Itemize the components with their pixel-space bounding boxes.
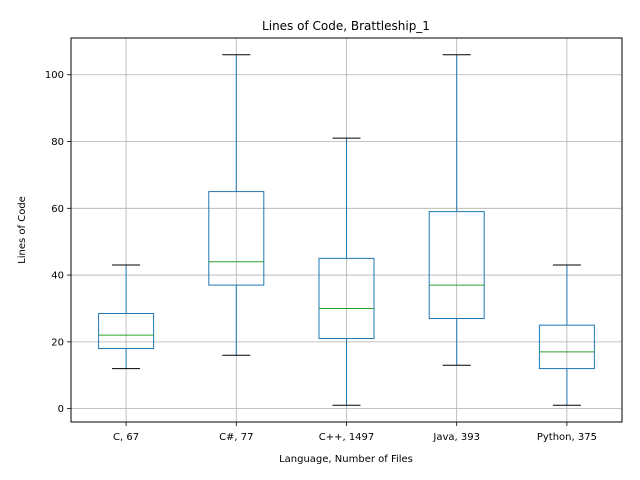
chart-title: Lines of Code, Brattleship_1 <box>262 19 430 33</box>
y-tick-label: 80 <box>51 137 64 148</box>
iqr-box <box>98 312 155 350</box>
y-tick-label: 100 <box>45 70 64 81</box>
x-axis-label: Language, Number of Files <box>279 454 413 465</box>
y-tick-label: 60 <box>51 204 64 215</box>
box-1 <box>98 264 155 370</box>
y-tick-label: 40 <box>51 271 64 282</box>
y-tick-label: 0 <box>58 404 64 415</box>
x-tick-label: Java, 393 <box>432 432 480 443</box>
box-3 <box>318 137 375 406</box>
x-tick-label: C++, 1497 <box>319 432 375 443</box>
x-tick-label: C, 67 <box>113 432 139 443</box>
y-axis-label: Lines of Code <box>17 196 28 264</box>
x-tick-label: C#, 77 <box>219 432 253 443</box>
box-series <box>98 54 595 406</box>
iqr-box <box>318 257 375 340</box>
box-4 <box>428 54 485 366</box>
y-axis: 0 20 40 60 80 100 <box>45 70 71 415</box>
x-axis: C, 67 C#, 77 C++, 1497 Java, 393 Python, 375 <box>113 422 597 443</box>
x-tick-label: Python, 375 <box>537 432 597 443</box>
box-5 <box>538 264 595 406</box>
iqr-box <box>538 324 595 370</box>
iqr-box <box>208 191 265 286</box>
y-tick-label: 20 <box>51 337 64 348</box>
iqr-box <box>428 211 485 319</box>
box-2 <box>208 54 265 356</box>
